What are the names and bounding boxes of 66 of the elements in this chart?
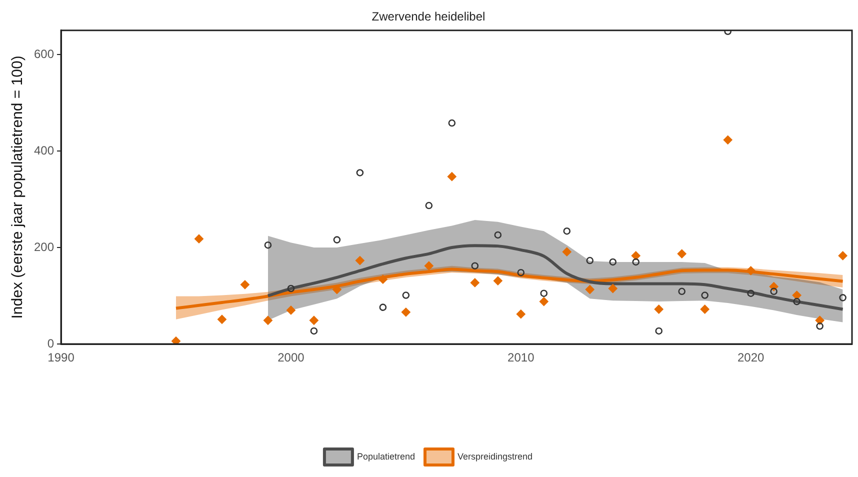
point	[539, 297, 548, 306]
y-tick-label: 0	[47, 336, 54, 350]
point	[356, 169, 364, 176]
point	[424, 261, 434, 270]
point	[677, 249, 686, 258]
point	[632, 258, 640, 266]
legend-label: Verspreidingstrend	[458, 451, 533, 462]
point	[563, 227, 571, 235]
point	[240, 280, 250, 290]
point	[333, 236, 341, 244]
point	[425, 202, 433, 210]
y-tick-label: 400	[34, 143, 54, 158]
point	[540, 290, 548, 297]
point	[701, 292, 708, 299]
line-series	[266, 244, 844, 311]
point	[747, 290, 754, 297]
point	[609, 258, 617, 266]
point	[586, 256, 594, 264]
x-tick-label: 2020	[737, 350, 764, 365]
point	[816, 322, 824, 330]
point	[516, 310, 526, 319]
point	[310, 327, 318, 335]
point	[287, 284, 295, 292]
point	[655, 327, 663, 335]
y-tick-label: 200	[34, 240, 54, 254]
point	[447, 172, 456, 182]
point	[264, 241, 272, 249]
point	[700, 304, 710, 314]
point	[309, 316, 318, 325]
point	[263, 316, 272, 325]
point	[654, 304, 664, 314]
point	[448, 119, 456, 127]
point	[471, 262, 479, 270]
point	[746, 266, 756, 276]
x-tick-label: 1990	[48, 350, 75, 365]
point	[379, 304, 387, 311]
point	[171, 336, 180, 344]
point	[838, 251, 848, 260]
point	[493, 276, 502, 286]
chart-title: Zwervende heidelibel	[372, 10, 486, 24]
point	[402, 292, 410, 299]
x-tick-label: 2010	[508, 350, 535, 365]
point	[494, 231, 502, 239]
point	[678, 288, 686, 296]
point	[217, 314, 226, 324]
point	[517, 268, 525, 276]
point	[631, 251, 640, 260]
point	[792, 290, 802, 300]
point	[470, 278, 480, 288]
point	[608, 284, 618, 294]
point	[770, 288, 778, 296]
point	[355, 256, 364, 266]
point	[194, 234, 204, 244]
y-axis-title: Index (eerste jaar populatietrend = 100)	[9, 56, 26, 319]
point	[562, 247, 572, 256]
y-tick-label: 600	[34, 46, 54, 61]
legend-label: Populatietrend	[356, 451, 416, 462]
point	[286, 306, 296, 315]
point	[724, 30, 732, 36]
x-tick-label: 2000	[278, 350, 305, 365]
point	[585, 284, 594, 294]
point	[723, 135, 732, 144]
point	[401, 308, 410, 317]
point	[793, 298, 800, 306]
point	[839, 294, 846, 302]
point	[378, 274, 388, 284]
